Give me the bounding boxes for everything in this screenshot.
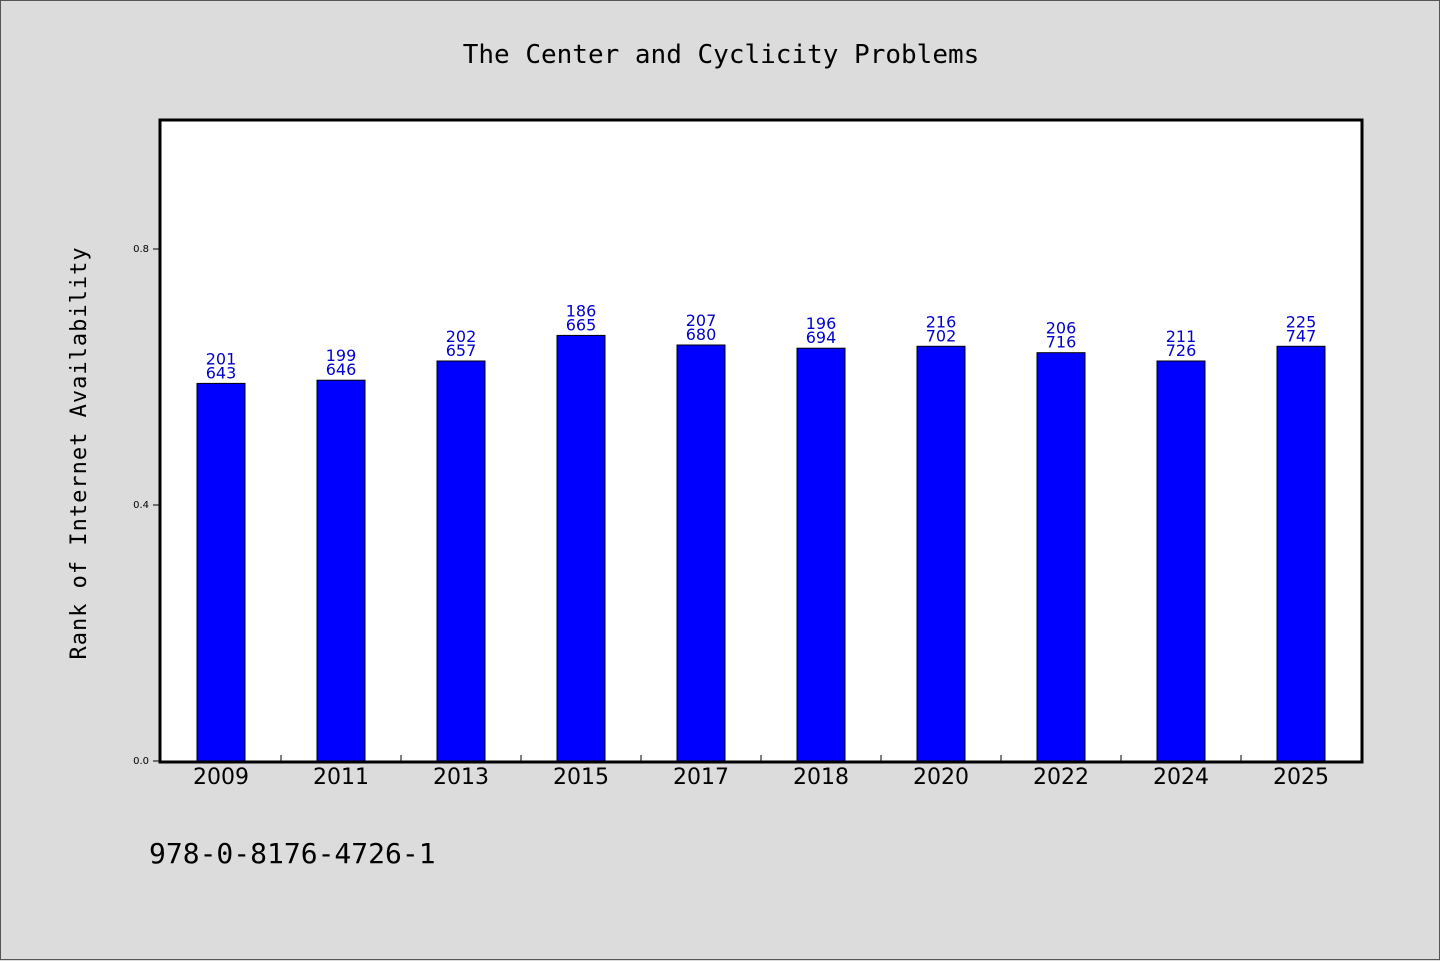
- bar-label-bottom: 716: [1046, 333, 1077, 352]
- bar-label-top: 186: [566, 301, 597, 320]
- x-tick-label: 2025: [1273, 765, 1329, 790]
- bar-label-top: 225: [1286, 312, 1317, 331]
- y-tick-label: 0.0: [133, 756, 149, 767]
- bar-label-bottom: 643: [206, 363, 237, 382]
- x-tick-label: 2013: [433, 765, 489, 790]
- y-axis-ticks: 0.0 0.4 0.8: [133, 244, 161, 767]
- bar-label-bottom: 657: [446, 341, 477, 360]
- bar-2009: [196, 382, 246, 762]
- bar-label-bottom: 726: [1166, 341, 1197, 360]
- bar-label-bottom: 702: [926, 326, 957, 345]
- plot-frame: [158, 118, 1364, 764]
- bar-label-bottom: 747: [1286, 326, 1317, 345]
- bar-2013: [436, 360, 486, 762]
- bar-label-top: 202: [446, 327, 477, 346]
- x-tick-label: 2020: [913, 765, 969, 790]
- bar-2022: [1036, 352, 1086, 762]
- bar-2025: [1276, 345, 1326, 762]
- y-tick-label: 0.4: [133, 500, 149, 511]
- bars: [196, 334, 1326, 762]
- y-tick-label: 0.8: [133, 244, 149, 255]
- bar-label-top: 199: [326, 346, 357, 365]
- x-tick-label: 2009: [193, 765, 249, 790]
- x-tick-label: 2015: [553, 765, 609, 790]
- x-tick-label: 2011: [313, 765, 369, 790]
- bar-label-bottom: 694: [806, 328, 837, 347]
- bar-2020: [916, 345, 966, 762]
- bar-2011: [316, 379, 366, 762]
- bar-label-top: 206: [1046, 319, 1077, 338]
- x-tick-label: 2018: [793, 765, 849, 790]
- bar-label-top: 211: [1166, 327, 1197, 346]
- chart-title: The Center and Cyclicity Problems: [463, 40, 980, 70]
- isbn-footnote: 978-0-8176-4726-1: [149, 837, 436, 870]
- bar-label-top: 207: [686, 311, 717, 330]
- bar-label-bottom: 646: [326, 360, 357, 379]
- bar-2017: [676, 344, 726, 762]
- bar-label-bottom: 665: [566, 315, 597, 334]
- bar-label-top: 196: [806, 314, 837, 333]
- x-tick-label: 2024: [1153, 765, 1209, 790]
- x-tick-label: 2022: [1033, 765, 1089, 790]
- bar-label-bottom: 680: [686, 325, 717, 344]
- bar-label-top: 216: [926, 312, 957, 331]
- bar-2024: [1156, 360, 1206, 762]
- x-axis-ticks: 2009 2011 2013 2015 2017 2018 2020 2022 2024 2025: [193, 755, 1329, 790]
- bar-2015: [556, 334, 606, 762]
- y-axis-label: Rank of Internet Availability: [67, 246, 92, 659]
- bar-label-top: 201: [206, 349, 237, 368]
- bar-2018: [796, 347, 846, 762]
- x-tick-label: 2017: [673, 765, 729, 790]
